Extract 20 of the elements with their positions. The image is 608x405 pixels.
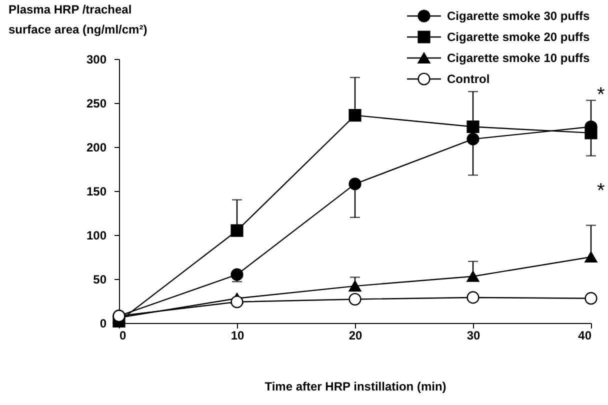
x-tick-label: 30 [466,328,480,342]
y-tick-label: 100 [86,228,107,242]
y-tick-label: 250 [86,96,107,110]
x-tick-label: 20 [348,328,362,342]
y-tick-label: 300 [86,52,107,66]
text: * [597,84,605,106]
x-tick-label: 0 [120,328,126,342]
x-axis-title: Time after HRP instillation (min) [264,380,446,394]
y-axis-title: Plasma HRP /tracheal surface area (ng/ml/cm²) [8,2,148,36]
legend-label: Control [447,72,490,86]
legend-label: Cigarette smoke 30 puffs [447,9,590,23]
x-tick-label: 10 [230,328,244,342]
legend-label: Cigarette smoke 20 puffs [447,30,590,44]
legend-label: Cigarette smoke 10 puffs [447,51,590,65]
x-tick-label: 40 [578,328,592,342]
y-tick-label: 150 [86,184,107,198]
y-tick-label: 0 [100,316,107,330]
text: * [597,180,605,202]
y-tick-label: 200 [86,140,107,154]
y-tick-label: 50 [93,272,107,286]
